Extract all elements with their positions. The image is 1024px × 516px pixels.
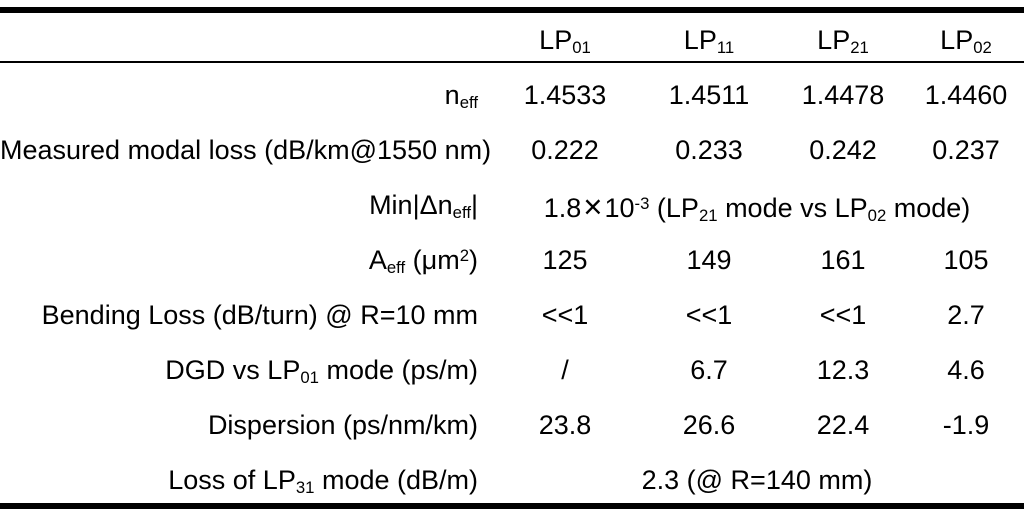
value-cell-aeff-lp01: 125 bbox=[542, 245, 588, 276]
mode-name: LP bbox=[683, 25, 717, 56]
value-cell-dispersion-lp02: -1.9 bbox=[942, 410, 990, 441]
value-cell-modal-loss-lp02: 0.237 bbox=[932, 135, 1000, 166]
mode-subscript: 01 bbox=[572, 37, 591, 57]
row-label-dispersion: Dispersion (ps/nm/km) bbox=[207, 410, 478, 441]
header-cell-lp11: LP11 bbox=[640, 13, 778, 63]
row-label-lp31-loss: Loss of LP31 mode (dB/m) bbox=[168, 465, 478, 497]
span-value-cell-lp31-loss: 2.3 (@ R=140 mm) bbox=[641, 465, 873, 496]
value-cell-dgd-lp11: 6.7 bbox=[690, 355, 728, 386]
row-neff: neff 1.4533 1.4511 1.4478 1.4460 bbox=[0, 63, 1024, 118]
value-cell-aeff-lp11: 149 bbox=[686, 245, 732, 276]
header-row: LP01 LP11 LP21 LP02 bbox=[0, 13, 1024, 63]
value-cell-bending-loss-lp11: <<1 bbox=[685, 300, 733, 331]
span-value-cell-min-delta-neff: 1.8×10-3 (LP21 mode vs LP02 mode) bbox=[543, 187, 971, 225]
fiber-modes-table: LP01 LP11 LP21 LP02 neff 1.4533 1.4511 1… bbox=[0, 7, 1024, 509]
value-cell-neff-lp01: 1.4533 bbox=[523, 80, 607, 111]
row-label-aeff: Aeff (μm2) bbox=[368, 245, 478, 277]
value-cell-dgd-lp02: 4.6 bbox=[947, 355, 985, 386]
row-bending-loss: Bending Loss (dB/turn) @ R=10 mm <<1 <<1… bbox=[0, 283, 1024, 338]
value-cell-bending-loss-lp01: <<1 bbox=[541, 300, 589, 331]
multiplication-sign: × bbox=[583, 187, 603, 225]
value-cell-aeff-lp02: 105 bbox=[943, 245, 989, 276]
row-label-dgd: DGD vs LP01 mode (ps/m) bbox=[165, 355, 478, 387]
header-cell-lp21: LP21 bbox=[778, 13, 908, 63]
header-empty-cell bbox=[0, 13, 490, 63]
value-cell-dispersion-lp21: 22.4 bbox=[816, 410, 870, 441]
row-label-bending-loss: Bending Loss (dB/turn) @ R=10 mm bbox=[41, 300, 478, 331]
row-modal-loss: Measured modal loss (dB/km@1550 nm) 0.22… bbox=[0, 118, 1024, 173]
row-label-modal-loss: Measured modal loss (dB/km@1550 nm) bbox=[0, 135, 492, 166]
value-cell-modal-loss-lp11: 0.233 bbox=[675, 135, 743, 166]
value-cell-bending-loss-lp21: <<1 bbox=[819, 300, 867, 331]
mode-name: LP bbox=[940, 25, 974, 56]
mode-subscript: 21 bbox=[850, 37, 869, 57]
value-cell-neff-lp11: 1.4511 bbox=[668, 80, 750, 111]
page-root: LP01 LP11 LP21 LP02 neff 1.4533 1.4511 1… bbox=[0, 7, 1024, 509]
row-label-min-delta-neff: Min|Δneff| bbox=[369, 190, 478, 222]
value-cell-dgd-lp21: 12.3 bbox=[816, 355, 870, 386]
value-cell-neff-lp21: 1.4478 bbox=[801, 80, 885, 111]
delta-symbol: Δ bbox=[419, 190, 438, 221]
row-min-delta-neff: Min|Δneff| 1.8×10-3 (LP21 mode vs LP02 m… bbox=[0, 173, 1024, 228]
value-cell-dispersion-lp11: 26.6 bbox=[682, 410, 736, 441]
header-cell-lp02: LP02 bbox=[908, 13, 1024, 63]
value-cell-dgd-lp01: / bbox=[561, 355, 569, 386]
row-dgd: DGD vs LP01 mode (ps/m) / 6.7 12.3 4.6 bbox=[0, 338, 1024, 393]
value-cell-aeff-lp21: 161 bbox=[820, 245, 866, 276]
mode-subscript: 02 bbox=[973, 37, 992, 57]
mode-name: LP bbox=[539, 25, 573, 56]
value-cell-modal-loss-lp01: 0.222 bbox=[531, 135, 599, 166]
value-cell-modal-loss-lp21: 0.242 bbox=[809, 135, 877, 166]
row-lp31-loss: Loss of LP31 mode (dB/m) 2.3 (@ R=140 mm… bbox=[0, 448, 1024, 503]
row-dispersion: Dispersion (ps/nm/km) 23.8 26.6 22.4 -1.… bbox=[0, 393, 1024, 448]
row-aeff: Aeff (μm2) 125 149 161 105 bbox=[0, 228, 1024, 283]
value-cell-bending-loss-lp02: 2.7 bbox=[947, 300, 985, 331]
header-cell-lp01: LP01 bbox=[490, 13, 640, 63]
row-label-neff: neff bbox=[444, 80, 478, 112]
value-cell-dispersion-lp01: 23.8 bbox=[538, 410, 592, 441]
mode-name: LP bbox=[817, 25, 851, 56]
value-cell-neff-lp02: 1.4460 bbox=[924, 80, 1008, 111]
mode-subscript: 11 bbox=[716, 37, 735, 57]
